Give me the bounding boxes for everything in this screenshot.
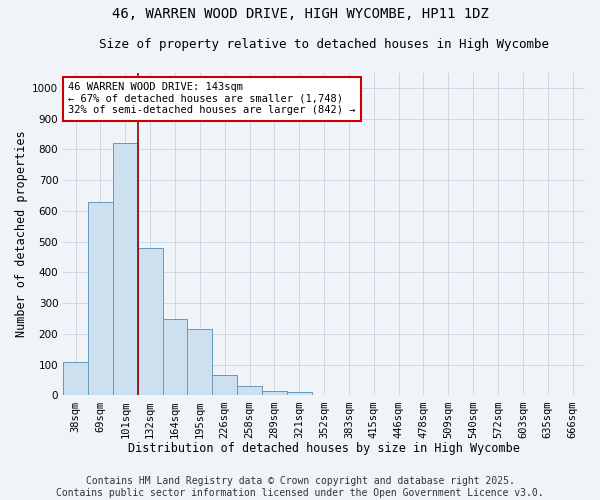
Bar — [212, 376, 237, 396]
Bar — [287, 392, 311, 396]
Bar — [262, 391, 287, 396]
Bar — [88, 202, 113, 396]
Bar — [63, 362, 88, 396]
Bar — [113, 143, 138, 396]
Bar — [187, 330, 212, 396]
Y-axis label: Number of detached properties: Number of detached properties — [15, 130, 28, 338]
X-axis label: Distribution of detached houses by size in High Wycombe: Distribution of detached houses by size … — [128, 442, 520, 455]
Title: Size of property relative to detached houses in High Wycombe: Size of property relative to detached ho… — [99, 38, 549, 51]
Bar — [237, 386, 262, 396]
Text: Contains HM Land Registry data © Crown copyright and database right 2025.
Contai: Contains HM Land Registry data © Crown c… — [56, 476, 544, 498]
Bar — [163, 318, 187, 396]
Text: 46, WARREN WOOD DRIVE, HIGH WYCOMBE, HP11 1DZ: 46, WARREN WOOD DRIVE, HIGH WYCOMBE, HP1… — [112, 8, 488, 22]
Text: 46 WARREN WOOD DRIVE: 143sqm
← 67% of detached houses are smaller (1,748)
32% of: 46 WARREN WOOD DRIVE: 143sqm ← 67% of de… — [68, 82, 356, 116]
Bar — [138, 248, 163, 396]
